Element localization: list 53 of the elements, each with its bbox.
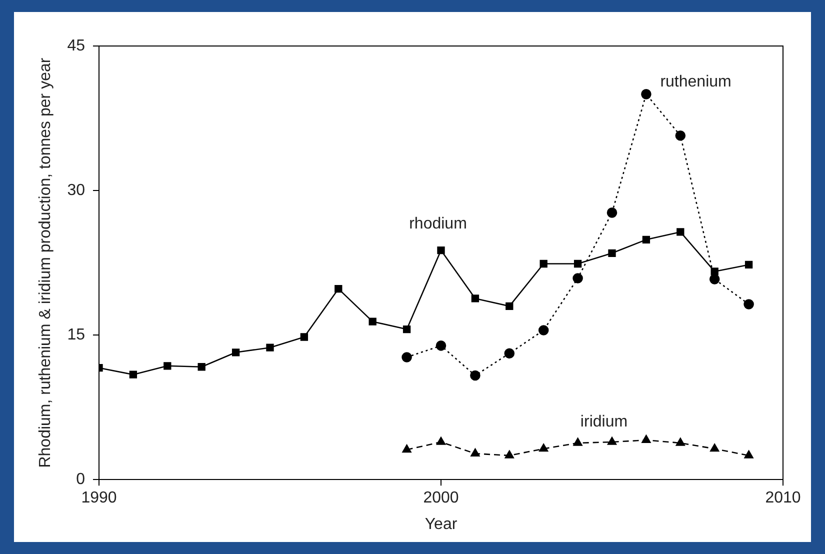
point <box>539 444 548 452</box>
point <box>676 438 685 446</box>
y-tick-label: 30 <box>67 182 86 199</box>
point <box>608 249 616 257</box>
point <box>744 299 754 310</box>
point <box>471 294 480 302</box>
point <box>129 370 138 378</box>
point <box>675 130 686 141</box>
series-label: iridium <box>580 413 628 430</box>
point <box>642 434 651 443</box>
x-tick-label: 1990 <box>81 490 117 507</box>
point <box>607 436 617 445</box>
point <box>676 228 684 236</box>
point <box>198 363 206 371</box>
point <box>744 450 754 458</box>
point <box>470 370 480 381</box>
point <box>744 260 753 269</box>
point <box>402 325 411 334</box>
point <box>470 448 480 456</box>
point <box>232 348 240 356</box>
point <box>506 302 514 310</box>
point <box>573 438 582 446</box>
x-axis-title: Year <box>424 516 458 533</box>
series-label: rhodium <box>409 216 467 233</box>
point <box>368 318 376 326</box>
point <box>641 89 652 100</box>
point <box>300 333 308 341</box>
point <box>334 284 342 293</box>
x-tick-label: 2010 <box>765 490 801 507</box>
point <box>710 444 720 452</box>
y-tick-label: 0 <box>76 471 86 488</box>
point <box>504 348 515 359</box>
point <box>710 268 718 276</box>
y-tick-label: 45 <box>67 37 86 54</box>
point <box>266 344 274 352</box>
point <box>402 352 412 362</box>
point <box>606 208 618 218</box>
point <box>504 450 514 458</box>
point <box>642 236 650 244</box>
point <box>540 260 548 268</box>
series-label: ruthenium <box>660 74 732 91</box>
point <box>709 274 720 284</box>
point <box>437 246 445 254</box>
point <box>572 273 583 284</box>
y-axis-title: Rhodium, ruthenium & iridium production, tonnes per year <box>37 57 54 468</box>
point <box>538 325 549 336</box>
point <box>402 444 412 453</box>
y-tick-label: 15 <box>67 326 86 344</box>
x-tick-label: 2000 <box>423 490 459 507</box>
point <box>574 260 582 268</box>
point <box>436 436 446 445</box>
point <box>164 362 172 370</box>
point <box>436 340 446 351</box>
